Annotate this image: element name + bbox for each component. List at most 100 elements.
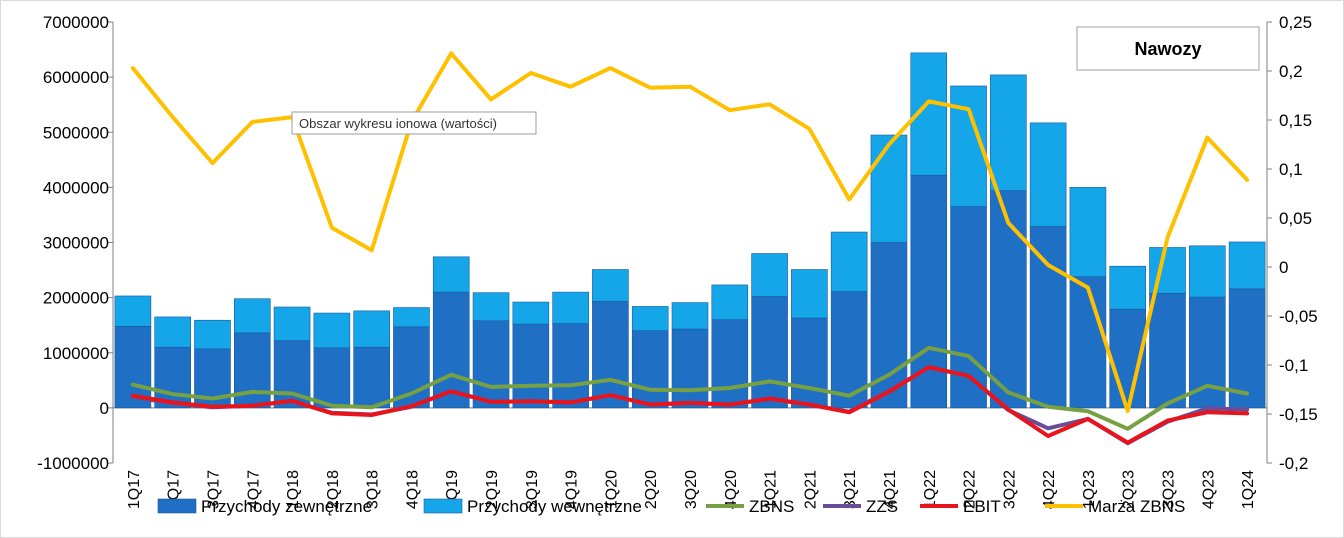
legend-label: Przychody zewnętrzne: [201, 497, 372, 516]
left-tick-label: 7000000: [43, 13, 109, 32]
x-tick-label: 4Q18: [404, 470, 421, 509]
bar-przychody-wewnetrzne: [751, 253, 788, 297]
bar-przychody-wewnetrzne: [1069, 187, 1107, 277]
bar-przychody-zewnetrzne: [791, 317, 828, 409]
bar-przychody-wewnetrzne: [512, 301, 550, 325]
bar-przychody-zewnetrzne: [592, 301, 629, 409]
x-tick-label: 1Q20: [603, 470, 620, 509]
right-tick-label: 0: [1279, 258, 1288, 277]
x-tick-label: 2Q21: [802, 470, 819, 509]
bar-przychody-wewnetrzne: [353, 310, 390, 348]
legend: Przychody zewnętrzne Przychody wewnętrzne…: [157, 497, 1185, 516]
tooltip: Obszar wykresu ionowa (wartości): [291, 111, 537, 135]
axes-layer: -1000000 0 1000000 2000000 3000000 4000000 500…: [37, 13, 1318, 473]
bar-przychody-wewnetrzne: [1228, 241, 1266, 290]
right-tick-label: -0,15: [1279, 405, 1318, 424]
x-tick-label: 3Q18: [365, 470, 382, 509]
left-tick-label: 4000000: [43, 178, 109, 197]
x-tick-labels: 1Q17 2Q17 3Q17 4Q17 1Q18 2Q18 3Q18 4Q18 1Q19 2Q19…: [126, 470, 1257, 509]
bar-przychody-zewnetrzne: [1149, 292, 1186, 409]
left-tick-label: 5000000: [43, 123, 109, 142]
bar-przychody-wewnetrzne: [791, 269, 828, 319]
x-tick-label: 2Q18: [325, 470, 342, 509]
bar-przychody-zewnetrzne: [233, 332, 271, 409]
x-tick-label: 1Q21: [763, 470, 780, 509]
right-tick-label: -0,2: [1279, 454, 1308, 473]
bar-przychody-wewnetrzne: [552, 291, 589, 324]
bar-przychody-wewnetrzne: [631, 306, 669, 332]
bar-przychody-wewnetrzne: [1189, 245, 1226, 298]
chart-title-box[interactable]: Nawozy: [1076, 26, 1260, 71]
bar-przychody-wewnetrzne: [233, 298, 271, 334]
bar-przychody-wewnetrzne: [711, 284, 749, 320]
left-tick-label: -1000000: [37, 454, 109, 473]
left-tick-label: 2000000: [43, 289, 109, 308]
x-tick-label: 1Q17: [126, 470, 143, 509]
bar-przychody-zewnetrzne: [1069, 276, 1107, 409]
line-ebit: [130, 365, 1250, 445]
bar-przychody-zewnetrzne: [552, 323, 589, 409]
bar-przychody-wewnetrzne: [671, 302, 709, 330]
x-tick-label: 3Q19: [524, 470, 541, 509]
bar-przychody-wewnetrzne: [990, 74, 1027, 191]
bar-przychody-zewnetrzne: [313, 347, 351, 409]
x-tick-label: 4Q20: [723, 470, 740, 509]
bar-przychody-wewnetrzne: [1109, 265, 1147, 310]
x-tick-label: 3Q21: [842, 470, 859, 509]
bar-przychody-wewnetrzne: [194, 319, 231, 350]
right-tick-label: 0,2: [1279, 62, 1303, 81]
legend-swatch: [157, 498, 197, 514]
left-tick-label: 3000000: [43, 234, 109, 253]
legend-label: EBIT: [963, 497, 1001, 516]
bar-przychody-wewnetrzne: [393, 307, 430, 328]
lines-layer: [130, 51, 1250, 446]
x-tick-label: 1Q22: [922, 470, 939, 509]
bar-przychody-wewnetrzne: [472, 292, 510, 322]
bar-przychody-zewnetrzne: [353, 346, 390, 409]
legend-label: ZZS: [866, 497, 898, 516]
bar-przychody-wewnetrzne: [114, 295, 152, 327]
right-tick-label: 0,05: [1279, 209, 1312, 228]
x-tick-label: 1Q24: [1240, 470, 1257, 509]
right-tick-label: 0,15: [1279, 111, 1312, 130]
bar-przychody-wewnetrzne: [830, 231, 868, 292]
bar-przychody-zewnetrzne: [154, 346, 191, 409]
line-marza-zbns: [130, 51, 1250, 414]
x-tick-label: 3Q23: [1161, 470, 1178, 509]
bar-przychody-zewnetrzne: [990, 190, 1027, 409]
bar-przychody-wewnetrzne: [432, 256, 470, 293]
bar-przychody-zewnetrzne: [393, 326, 430, 409]
legend-label: ZBNS: [749, 497, 794, 516]
legend-label: Przychody wewnętrzne: [467, 497, 642, 516]
right-tick-label: -0,1: [1279, 356, 1308, 375]
left-tick-label: 1000000: [43, 344, 109, 363]
bar-przychody-wewnetrzne: [1029, 122, 1067, 227]
x-tick-label: 4Q21: [882, 470, 899, 509]
left-tick-label: 0: [100, 399, 109, 418]
x-tick-label: 3Q22: [1001, 470, 1018, 509]
line-zbns: [130, 345, 1250, 431]
right-tick-label: 0,1: [1279, 160, 1303, 179]
left-tick-label: 6000000: [43, 68, 109, 87]
bar-przychody-zewnetrzne: [472, 320, 510, 409]
bar-przychody-wewnetrzne: [273, 306, 311, 341]
right-tick-label: 0,25: [1279, 13, 1312, 32]
tooltip-text: Obszar wykresu ionowa (wartości): [299, 116, 497, 131]
bar-przychody-wewnetrzne: [154, 316, 191, 348]
bar-przychody-zewnetrzne: [711, 319, 749, 409]
right-tick-label: -0,05: [1279, 307, 1318, 326]
bar-przychody-zewnetrzne: [671, 328, 709, 409]
x-tick-label: 2Q19: [484, 470, 501, 509]
bar-przychody-wewnetrzne: [313, 312, 351, 349]
x-tick-label: 4Q23: [1200, 470, 1217, 509]
x-tick-label: 1Q18: [285, 470, 302, 509]
bar-przychody-zewnetrzne: [512, 323, 550, 409]
x-tick-label: 3Q17: [205, 470, 222, 509]
legend-label: Marża ZBNS: [1088, 497, 1185, 516]
bar-przychody-zewnetrzne: [631, 330, 669, 409]
bar-przychody-zewnetrzne: [432, 291, 470, 409]
bar-przychody-wewnetrzne: [870, 134, 908, 243]
chart-title: Nawozy: [1134, 39, 1201, 59]
x-tick-label: 2Q20: [643, 470, 660, 509]
